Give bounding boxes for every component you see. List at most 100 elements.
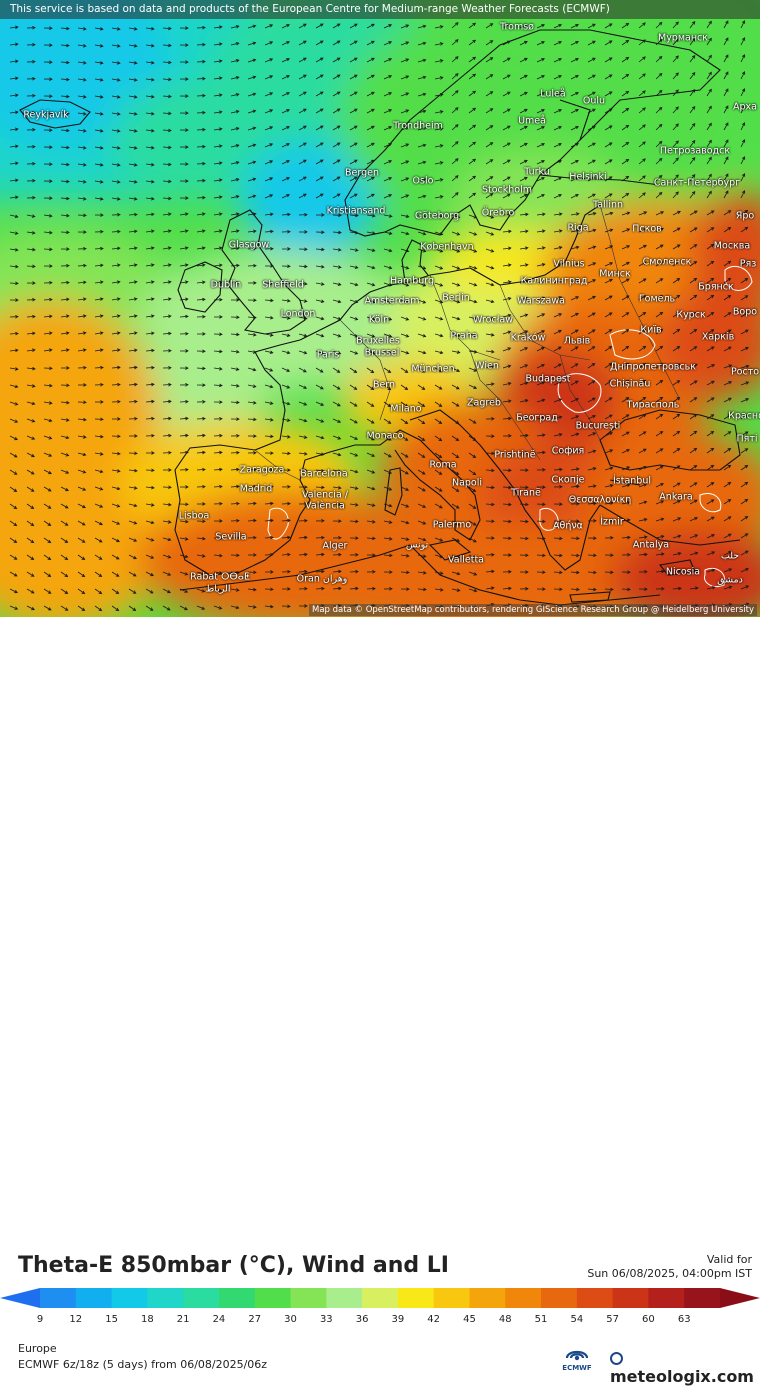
wind-arrow-icon — [43, 469, 52, 475]
brand-link[interactable]: meteologix.com — [610, 1348, 760, 1386]
wind-arrow-icon — [485, 536, 495, 540]
wind-arrow-icon — [264, 587, 274, 592]
wind-arrow-icon — [485, 265, 495, 270]
wind-arrow-icon — [179, 366, 189, 370]
wind-arrow-icon — [43, 571, 52, 577]
wind-arrow-icon — [128, 180, 138, 184]
wind-arrow-icon — [281, 401, 291, 406]
wind-arrow-icon — [689, 210, 698, 216]
wind-arrow-icon — [179, 314, 189, 319]
wind-arrow-icon — [298, 57, 307, 63]
wind-arrow-icon — [315, 350, 325, 355]
wind-arrow-icon — [417, 58, 427, 63]
wind-arrow-icon — [519, 108, 528, 114]
wind-arrow-icon — [536, 212, 546, 217]
wind-arrow-icon — [638, 175, 646, 182]
wind-arrow-icon — [111, 297, 121, 301]
wind-arrow-icon — [60, 280, 70, 285]
wind-arrow-icon — [570, 194, 579, 199]
wind-arrow-icon — [230, 263, 240, 268]
wind-arrow-icon — [111, 213, 121, 217]
wind-arrow-icon — [60, 400, 70, 405]
wind-arrow-icon — [740, 465, 749, 471]
wind-arrow-icon — [179, 588, 189, 593]
wind-arrow-icon — [60, 537, 69, 543]
wind-arrow-icon — [417, 265, 427, 270]
wind-arrow-icon — [162, 537, 172, 542]
wind-arrow-icon — [536, 296, 546, 301]
wind-arrow-icon — [587, 329, 596, 335]
wind-arrow-icon — [43, 401, 53, 405]
wind-arrow-icon — [366, 57, 375, 63]
wind-arrow-icon — [689, 586, 699, 590]
wind-arrow-icon — [638, 396, 647, 403]
wind-arrow-icon — [196, 212, 206, 216]
wind-arrow-icon — [60, 43, 70, 48]
scale-cell — [469, 1288, 506, 1308]
wind-arrow-icon — [213, 246, 223, 250]
wind-arrow-icon — [298, 142, 307, 148]
wind-arrow-icon — [26, 231, 36, 235]
wind-arrow-icon — [128, 280, 138, 284]
wind-arrow-icon — [706, 294, 715, 301]
wind-arrow-icon — [128, 163, 138, 167]
wind-arrow-icon — [553, 519, 563, 524]
wind-arrow-icon — [213, 297, 223, 302]
city-label: Madrid — [239, 483, 273, 495]
wind-arrow-icon — [43, 297, 53, 302]
wind-arrow-icon — [485, 349, 495, 354]
wind-arrow-icon — [94, 129, 104, 133]
wind-arrow-icon — [179, 246, 189, 250]
wind-arrow-icon — [485, 282, 495, 287]
wind-arrow-icon — [128, 571, 137, 577]
wind-arrow-icon — [332, 213, 342, 217]
wind-arrow-icon — [689, 54, 696, 63]
wind-arrow-icon — [281, 552, 291, 557]
wind-arrow-icon — [264, 194, 274, 199]
wind-arrow-icon — [417, 194, 427, 199]
wind-arrow-icon — [179, 399, 189, 404]
map-attribution[interactable]: Map data © OpenStreetMap contributors, r… — [309, 604, 757, 616]
weather-map[interactable]: This service is based on data and produc… — [0, 0, 760, 617]
wind-arrow-icon — [128, 197, 138, 201]
wind-arrow-icon — [162, 162, 172, 167]
wind-arrow-icon — [213, 229, 223, 233]
wind-arrow-icon — [145, 145, 155, 150]
wind-arrow-icon — [519, 381, 529, 386]
wind-arrow-icon — [9, 605, 19, 610]
wind-arrow-icon — [366, 435, 375, 441]
wind-arrow-icon — [451, 22, 459, 29]
wind-arrow-icon — [723, 585, 733, 590]
wind-arrow-icon — [9, 42, 19, 47]
scale-tick-label: 45 — [463, 1314, 476, 1325]
wind-arrow-icon — [247, 315, 257, 320]
city-label: Lisboa — [178, 510, 210, 522]
wind-arrow-icon — [111, 520, 121, 525]
wind-arrow-icon — [77, 571, 86, 578]
wind-arrow-icon — [332, 23, 341, 29]
wind-arrow-icon — [26, 348, 36, 353]
wind-arrow-icon — [315, 468, 325, 473]
wind-arrow-icon — [468, 401, 477, 407]
wind-arrow-icon — [349, 486, 359, 490]
wind-arrow-icon — [332, 125, 341, 131]
wind-arrow-icon — [536, 416, 546, 420]
wind-arrow-icon — [502, 536, 512, 541]
wind-arrow-icon — [672, 174, 679, 182]
wind-arrow-icon — [298, 418, 308, 423]
wind-arrow-icon — [247, 263, 257, 268]
wind-arrow-icon — [128, 399, 138, 404]
wind-arrow-icon — [468, 452, 477, 458]
wind-arrow-icon — [281, 92, 290, 97]
wind-arrow-icon — [366, 316, 376, 321]
wind-arrow-icon — [315, 230, 325, 234]
wind-arrow-icon — [349, 142, 358, 148]
wind-arrow-icon — [417, 367, 426, 373]
wind-arrow-icon — [315, 40, 324, 46]
wind-arrow-icon — [383, 24, 393, 29]
wind-arrow-icon — [230, 332, 240, 337]
wind-arrow-icon — [689, 397, 698, 403]
wind-arrow-icon — [94, 314, 104, 318]
wind-arrow-icon — [689, 173, 696, 182]
wind-arrow-icon — [111, 486, 121, 491]
